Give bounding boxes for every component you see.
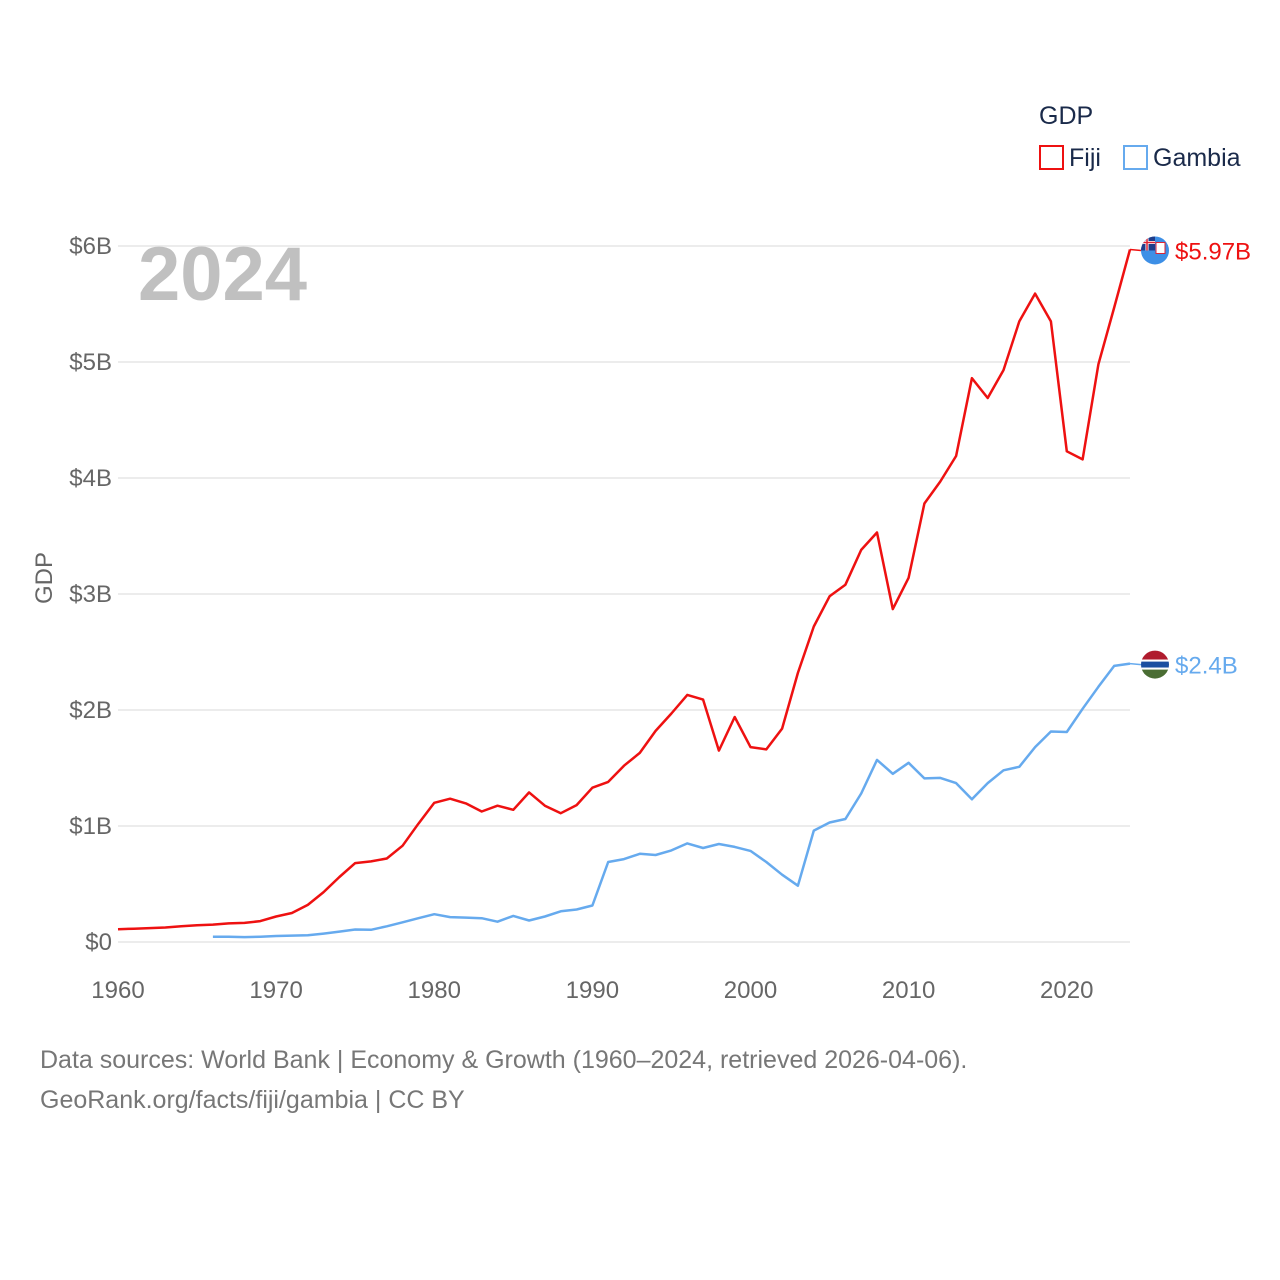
end-markers: $5.97B $2.4B (1129, 236, 1251, 680)
y-tick-label: $3B (69, 581, 112, 608)
y-tick-label: $1B (69, 813, 112, 840)
legend[interactable]: GDP Fiji Gambia (1039, 102, 1241, 172)
series-lines (117, 249, 1132, 939)
y-tick-label: $6B (69, 233, 112, 260)
grid-lines (118, 245, 1130, 943)
x-axis-ticks: 1960 1970 1980 1990 2000 2010 2020 (91, 977, 1093, 1004)
fiji-flag-icon (1141, 236, 1169, 265)
current-year-label: 2024 (138, 232, 307, 317)
y-axis-label: GDP (31, 552, 58, 604)
x-tick-label: 1990 (566, 977, 619, 1004)
end-connector-gambia (1129, 662, 1142, 666)
series-line-gambia[interactable] (212, 662, 1131, 939)
source-line-1: Data sources: World Bank | Economy & Gro… (40, 1046, 968, 1074)
x-tick-label: 2010 (882, 977, 935, 1004)
y-axis-ticks: $0 $1B $2B $3B $4B $5B $6B (69, 233, 112, 956)
gambia-flag-icon (1141, 650, 1169, 679)
y-tick-label: $2B (69, 697, 112, 724)
legend-item-gambia[interactable]: Gambia (1123, 144, 1241, 172)
y-tick-label: $5B (69, 349, 112, 376)
y-tick-label: $0 (85, 929, 112, 956)
legend-title: GDP (1039, 102, 1093, 130)
end-value-label-gambia: $2.4B (1175, 653, 1238, 680)
x-tick-label: 1970 (249, 977, 302, 1004)
legend-item-fiji[interactable]: Fiji (1039, 144, 1101, 172)
end-value-label-fiji: $5.97B (1175, 238, 1251, 265)
end-connector-fiji (1129, 248, 1142, 252)
legend-label-gambia: Gambia (1153, 144, 1241, 172)
source-line-2[interactable]: GeoRank.org/facts/fiji/gambia | CC BY (40, 1086, 465, 1114)
legend-swatch-gambia (1123, 145, 1148, 170)
x-tick-label: 1960 (91, 977, 144, 1004)
y-tick-label: $4B (69, 465, 112, 492)
legend-label-fiji: Fiji (1069, 144, 1101, 172)
legend-swatch-fiji (1039, 145, 1064, 170)
source-note: Data sources: World Bank | Economy & Gro… (40, 1040, 1240, 1120)
series-line-fiji[interactable] (117, 249, 1132, 931)
x-tick-label: 2000 (724, 977, 777, 1004)
gdp-line-chart: $0 $1B $2B $3B $4B $5B $6B 1960 1970 1980 1990 200… (31, 102, 1251, 1004)
x-tick-label: 1980 (408, 977, 461, 1004)
x-tick-label: 2020 (1040, 977, 1093, 1004)
